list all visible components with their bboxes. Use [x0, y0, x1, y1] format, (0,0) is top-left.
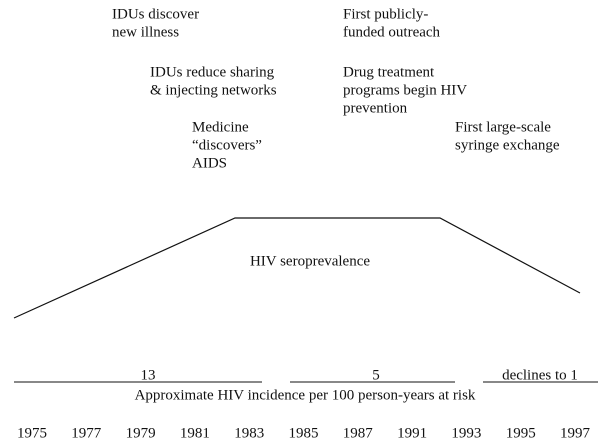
year-label: 1991	[397, 425, 427, 441]
annotation-line: First publicly-	[343, 6, 428, 22]
annotation-line: Drug treatment	[343, 64, 435, 80]
curve-label: HIV seroprevalence	[250, 253, 370, 269]
annotation-line: IDUs discover	[112, 6, 199, 22]
incidence-value: declines to 1	[502, 367, 578, 383]
year-label: 1987	[343, 425, 374, 441]
annotation-line: programs begin HIV	[343, 82, 467, 98]
annotation-line: & injecting networks	[150, 82, 277, 98]
annotation-line: AIDS	[192, 155, 227, 171]
annotation-line: prevention	[343, 100, 408, 116]
year-label: 1975	[17, 425, 47, 441]
year-label: 1983	[234, 425, 264, 441]
year-label: 1997	[560, 425, 591, 441]
year-label: 1995	[506, 425, 536, 441]
seroprevalence-curve	[13, 217, 581, 319]
annotation-line: syringe exchange	[455, 137, 560, 153]
annotation-line: new illness	[112, 24, 179, 40]
incidence-value: 5	[372, 367, 380, 383]
incidence-value: 13	[141, 367, 156, 383]
incidence-label: Approximate HIV incidence per 100 person…	[135, 387, 476, 403]
year-label: 1985	[289, 425, 319, 441]
year-label: 1993	[451, 425, 481, 441]
year-label: 1979	[126, 425, 156, 441]
annotation-line: “discovers”	[192, 137, 262, 153]
annotation-line: IDUs reduce sharing	[150, 64, 275, 80]
annotation-line: First large-scale	[455, 119, 551, 135]
annotation-line: funded outreach	[343, 24, 441, 40]
year-label: 1977	[71, 425, 102, 441]
year-label: 1981	[180, 425, 210, 441]
annotation-line: Medicine	[192, 119, 249, 135]
